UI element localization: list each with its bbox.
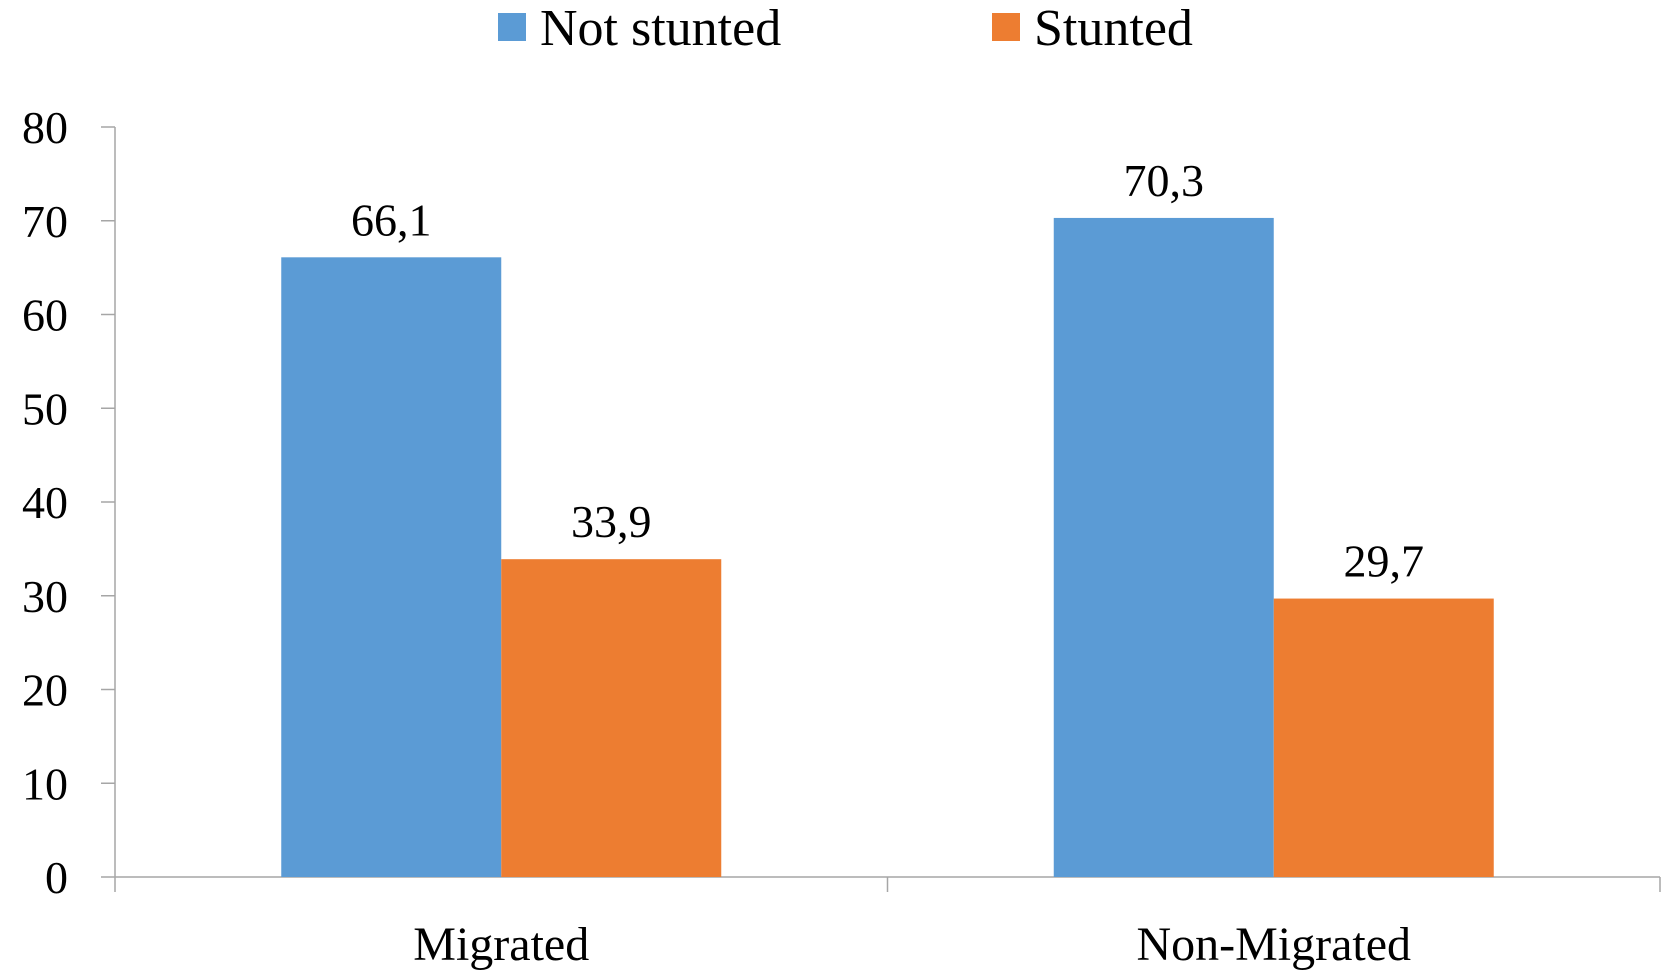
legend-swatch <box>498 13 526 41</box>
y-axis: 0 10 20 30 40 50 60 70 80 <box>22 102 116 903</box>
bar-migrated-not-stunted <box>281 257 502 877</box>
y-tick-label: 30 <box>22 571 68 622</box>
legend-label: Stunted <box>1034 0 1193 57</box>
data-label: 33,9 <box>571 496 652 547</box>
y-tick-label: 10 <box>22 758 68 809</box>
bar-non-migrated-stunted <box>1273 598 1494 877</box>
x-category-label: Migrated <box>413 918 589 971</box>
y-tick-label: 70 <box>22 196 68 247</box>
y-tick-label: 40 <box>22 477 68 528</box>
x-axis: Migrated Non-Migrated <box>114 876 1661 971</box>
data-label: 70,3 <box>1124 155 1205 206</box>
bar-migrated-stunted <box>501 559 722 877</box>
legend-label: Not stunted <box>540 0 781 57</box>
data-labels: 66,1 33,9 70,3 29,7 <box>351 155 1424 587</box>
y-tick-label: 50 <box>22 383 68 434</box>
bars <box>281 217 1494 877</box>
y-tick-label: 0 <box>45 852 68 903</box>
x-category-label: Non-Migrated <box>1136 918 1411 971</box>
y-tick-label: 20 <box>22 665 68 716</box>
bar-non-migrated-not-stunted <box>1053 217 1274 877</box>
data-label: 66,1 <box>351 194 432 245</box>
legend-swatch <box>992 13 1020 41</box>
y-tick-label: 60 <box>22 290 68 341</box>
y-tick-label: 80 <box>22 102 68 153</box>
data-label: 29,7 <box>1344 536 1425 587</box>
legend: Not stunted Stunted <box>498 0 1193 57</box>
